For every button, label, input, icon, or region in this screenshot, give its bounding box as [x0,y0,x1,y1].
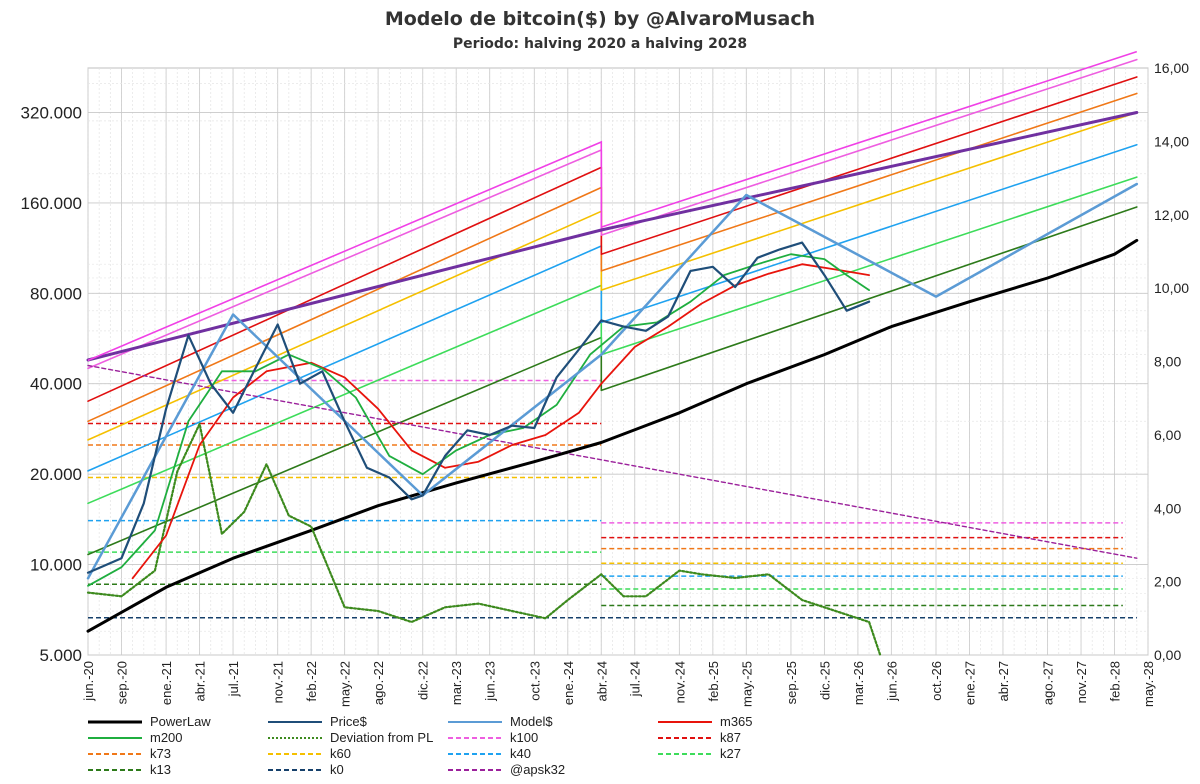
legend-label-apsk32: @apsk32 [510,762,565,777]
x-tick-label: abr.-27 [996,661,1011,701]
x-tick-label: mar.-23 [449,661,464,705]
series-line-model [86,182,1139,580]
x-tick-label: feb.-25 [706,661,721,701]
y-right-tick-label: 6,00 [1154,427,1181,443]
x-tick-label: may.-25 [739,661,754,707]
x-tick-label: dic.-22 [416,661,431,700]
legend-label-k87: k87 [720,730,741,745]
x-tick-label: jul.-24 [628,661,643,697]
legend-label-k40: k40 [510,746,531,761]
x-tick-label: abr.-21 [193,661,208,701]
x-tick-label: nov.-21 [271,661,286,703]
series-line-m365 [131,263,870,580]
x-tick-label: ene.-27 [962,661,977,705]
y-left-tick-label: 10.000 [30,556,82,575]
plot-area: 5.000 10.000 20.000 40.000 80.000 160.000 320.… [21,50,1189,707]
legend-label-k27: k27 [720,746,741,761]
series-line-deviation-from-pl [86,422,882,657]
x-tick-label: ago.-27 [1041,661,1056,705]
series-line-k-top [87,50,1138,362]
x-tick-label: ene.-24 [561,661,576,705]
legend-label-k13: k13 [150,762,171,777]
legend-label-powerlaw: PowerLaw [150,714,211,729]
x-tick-label: nov.-24 [672,661,687,703]
legend-label-price: Price$ [330,714,368,729]
x-tick-label: jun.-26 [884,661,899,702]
x-tick-label: sep.-20 [114,661,129,704]
y-left-tick-label: 5.000 [39,646,82,665]
series-line-k13 [87,206,1138,556]
y-right-tick-label: 8,00 [1154,354,1181,370]
x-tick-label: jun.-23 [483,661,498,702]
y-left-tick-label: 80.000 [30,284,82,303]
y-right-tick-label: 4,00 [1154,500,1181,516]
x-tick-label: sep.-25 [784,661,799,704]
x-tick-label: abr.-24 [594,661,609,701]
x-tick-label: mar.-26 [851,661,866,705]
x-tick-label: jul.-21 [226,661,241,697]
y-right-tick-label: 16,00 [1154,60,1189,76]
legend-label-k73: k73 [150,746,171,761]
x-tick-label: jun.-20 [81,661,96,702]
plot-frame [87,67,1149,656]
series-line-price [86,241,871,574]
y-right-tick-label: 14,00 [1154,133,1189,149]
chart-subtitle: Periodo: halving 2020 a halving 2028 [453,36,747,52]
legend-label-k100: k100 [510,730,538,745]
y-right-tick-label: 0,00 [1154,647,1181,663]
legend-label-m200: m200 [150,730,183,745]
x-tick-label: may.-28 [1141,661,1156,707]
x-tick-label: ene.-21 [159,661,174,705]
y-left-tick-label: 320.000 [21,103,82,122]
legend-label-deviation-from-pl: Deviation from PL [330,730,433,745]
x-tick-label: dic.-25 [817,661,832,700]
y-right-tick-label: 2,00 [1154,574,1181,590]
x-tick-label: oct.-26 [929,661,944,701]
y-left-tick-label: 40.000 [30,375,82,394]
legend-label-k60: k60 [330,746,351,761]
x-tick-label: feb.-28 [1108,661,1123,701]
y-right-tick-label: 10,00 [1154,280,1189,296]
x-tick-label: nov.-27 [1074,661,1089,703]
x-tick-label: feb.-22 [304,661,319,701]
legend-label-m365: m365 [720,714,753,729]
legend: PowerLaw Price$ Model$ m365 m200 Deviation fr… [88,714,753,777]
legend-label-model: Model$ [510,714,553,729]
series-line-envelope [86,111,1139,362]
chart-title: Modelo de bitcoin($) by @AlvaroMusach [385,8,815,30]
legend-label-k0: k0 [330,762,344,777]
x-tick-label: may.-22 [338,661,353,707]
series-line-powerlaw [86,238,1139,633]
x-tick-label: oct.-23 [527,661,542,701]
x-tick-label: ago.-22 [371,661,386,705]
y-left-tick-label: 20.000 [30,465,82,484]
y-right-tick-label: 12,00 [1154,207,1189,223]
y-left-tick-label: 160.000 [21,194,82,213]
series-line-apsk32 [87,364,1138,559]
